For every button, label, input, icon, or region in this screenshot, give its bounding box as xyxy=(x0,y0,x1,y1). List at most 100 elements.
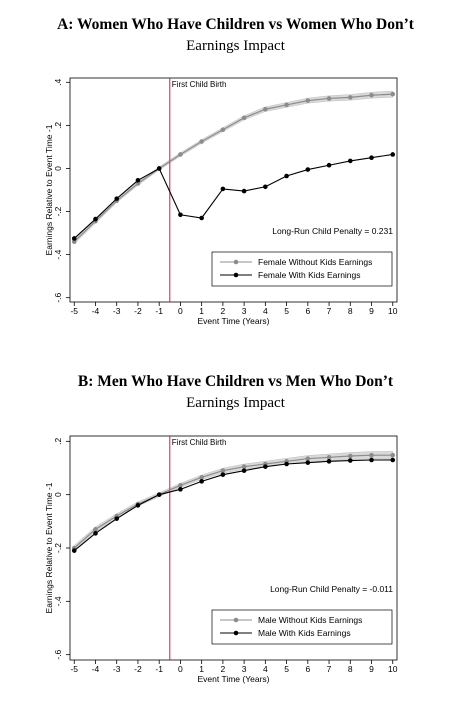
x-tick-label: -1 xyxy=(155,664,163,674)
chart-title: B: Men Who Have Children vs Men Who Don’… xyxy=(77,373,394,390)
x-tick-label: 2 xyxy=(221,306,226,316)
legend xyxy=(211,609,393,645)
data-point xyxy=(369,92,374,98)
x-tick-label: 5 xyxy=(284,306,289,316)
data-point xyxy=(347,458,353,463)
chart-title: A: Women Who Have Children vs Women Who … xyxy=(57,16,414,33)
x-tick-label: -5 xyxy=(70,664,78,674)
data-point xyxy=(390,152,396,157)
series-line xyxy=(73,153,393,239)
x-tick-label: -4 xyxy=(92,306,100,316)
data-point xyxy=(263,464,268,469)
data-point xyxy=(93,216,98,222)
x-tick-label: 8 xyxy=(348,306,353,316)
data-point xyxy=(220,127,226,132)
data-point xyxy=(114,516,120,521)
data-point xyxy=(347,158,353,164)
panel-women: A: Women Who Have Children vs Women Who … xyxy=(0,0,471,350)
legend-marker xyxy=(233,259,239,265)
data-point xyxy=(347,95,353,100)
series-line xyxy=(73,454,393,549)
y-tick-label: -.2 xyxy=(53,206,63,216)
data-point xyxy=(369,457,374,463)
x-tick-label: 3 xyxy=(242,664,247,674)
confidence-band xyxy=(73,451,394,552)
data-point xyxy=(305,167,311,172)
legend-entry: Female Without Kids Earnings xyxy=(258,257,372,267)
x-tick-label: -1 xyxy=(155,306,163,316)
data-point xyxy=(114,196,120,201)
data-point xyxy=(390,91,396,97)
x-tick-label: 7 xyxy=(327,306,332,316)
confidence-band xyxy=(73,90,394,245)
data-point xyxy=(178,487,183,492)
data-point xyxy=(93,527,98,532)
x-tick-label: -2 xyxy=(134,306,142,316)
data-point xyxy=(326,459,332,464)
x-axis-label: Event Time (Years) xyxy=(198,674,270,684)
y-tick-label: .2 xyxy=(53,438,63,445)
data-point xyxy=(326,162,332,168)
data-point xyxy=(199,475,204,480)
data-point xyxy=(71,239,77,244)
y-tick-label: -.6 xyxy=(53,649,63,659)
data-point xyxy=(71,548,77,553)
data-point xyxy=(199,215,204,221)
series-line xyxy=(73,93,393,243)
legend-entry: Female With Kids Earnings xyxy=(258,270,361,280)
x-tick-label: 1 xyxy=(199,306,204,316)
data-point xyxy=(390,452,396,458)
plot-area xyxy=(69,77,398,303)
data-point xyxy=(199,479,204,484)
legend-marker xyxy=(233,617,239,623)
data-point xyxy=(178,212,183,218)
x-tick-label: 3 xyxy=(242,306,247,316)
y-tick-label: 0 xyxy=(53,166,63,171)
data-point xyxy=(220,186,226,192)
data-point xyxy=(135,503,141,508)
chart-women: -5 -4 -3 -2 -1 0 1 2 3 4 5 6 7 8 9 10 .4 .2 0 -.2 -.4 -.6 Even… xyxy=(44,77,398,326)
x-tick-label: -3 xyxy=(113,664,121,674)
data-point xyxy=(241,188,247,194)
y-tick-label: 0 xyxy=(53,492,63,497)
data-point xyxy=(326,96,332,101)
y-tick-label: .2 xyxy=(53,122,63,129)
data-point xyxy=(263,184,268,190)
data-point xyxy=(135,181,141,186)
x-tick-label: 9 xyxy=(369,664,374,674)
x-tick-label: 4 xyxy=(263,306,268,316)
data-point xyxy=(347,453,353,459)
chart-subtitle: Earnings Impact xyxy=(186,395,285,411)
x-tick-label: 8 xyxy=(348,664,353,674)
data-point xyxy=(305,98,311,103)
y-tick-label: -.4 xyxy=(53,596,63,606)
x-tick-label: 9 xyxy=(369,306,374,316)
data-point xyxy=(241,464,247,469)
data-point xyxy=(199,139,204,144)
event-line-label: First Child Birth xyxy=(172,438,227,447)
x-tick-label: -5 xyxy=(70,306,78,316)
x-tick-label: 0 xyxy=(178,306,183,316)
x-tick-label: -4 xyxy=(92,664,100,674)
data-point xyxy=(369,155,374,160)
data-point xyxy=(241,468,247,473)
event-line-label: First Child Birth xyxy=(172,80,227,89)
legend-entry: Male Without Kids Earnings xyxy=(258,615,362,625)
x-tick-label: 4 xyxy=(263,664,268,674)
data-point xyxy=(305,460,311,465)
data-point xyxy=(93,531,98,536)
data-point xyxy=(326,455,332,460)
y-tick-label: -.6 xyxy=(53,292,63,302)
data-point xyxy=(156,166,162,171)
x-tick-label: 2 xyxy=(221,664,226,674)
x-tick-label: 5 xyxy=(284,664,289,674)
y-tick-label: -.2 xyxy=(53,543,63,553)
x-tick-label: 0 xyxy=(178,664,183,674)
data-point xyxy=(284,173,289,179)
legend-marker xyxy=(233,272,239,278)
data-point xyxy=(305,456,311,461)
data-point xyxy=(390,457,396,463)
y-axis-label: Earnings Relative to Event Time -1 xyxy=(44,124,54,255)
x-tick-label: 1 xyxy=(199,664,204,674)
legend-entry: Male With Kids Earnings xyxy=(258,628,351,638)
